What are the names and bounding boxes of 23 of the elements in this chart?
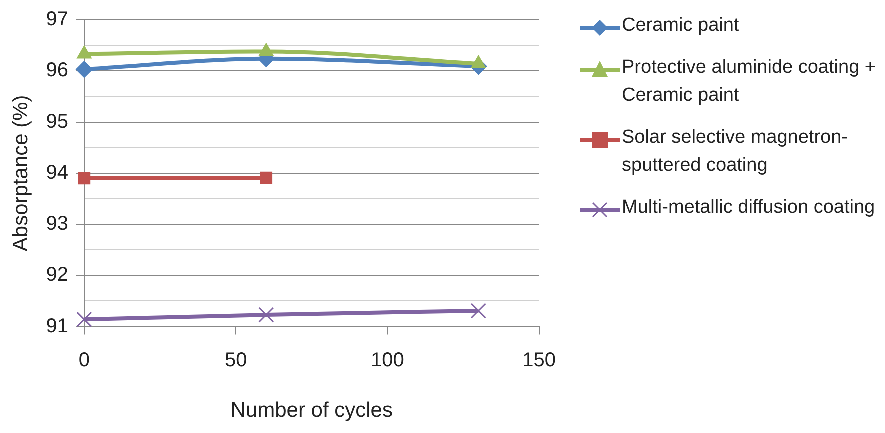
y-tick-label: 91 [46, 315, 68, 338]
legend-label: Protective aluminide coating + Ceramic paint [622, 56, 878, 108]
y-tick-label: 96 [46, 60, 68, 82]
point [260, 172, 273, 184]
point [470, 303, 486, 319]
y-axis-title: Absorptance (%) [9, 95, 32, 252]
x-tick-label: 150 [522, 349, 556, 372]
y-tick-label: 92 [46, 264, 68, 286]
y-tick-label: 95 [46, 110, 68, 133]
legend-label: Solar selective magnetron-sputtered coating [622, 126, 849, 178]
x-tick-label: 50 [224, 349, 248, 372]
legend-label: Ceramic paint [622, 14, 740, 38]
y-tick-label: 94 [46, 162, 68, 184]
y-tick-label: 97 [46, 8, 68, 31]
x-axis-title: Number of cycles [230, 399, 393, 422]
point [78, 172, 91, 185]
x-tick-label: 0 [78, 349, 90, 372]
point [76, 312, 92, 328]
x-tick-label: 100 [371, 349, 404, 372]
point [258, 307, 274, 323]
y-tick-label: 93 [46, 213, 68, 236]
point [76, 61, 93, 78]
legend-label: Multi-metallic diffusion coating [622, 196, 876, 220]
